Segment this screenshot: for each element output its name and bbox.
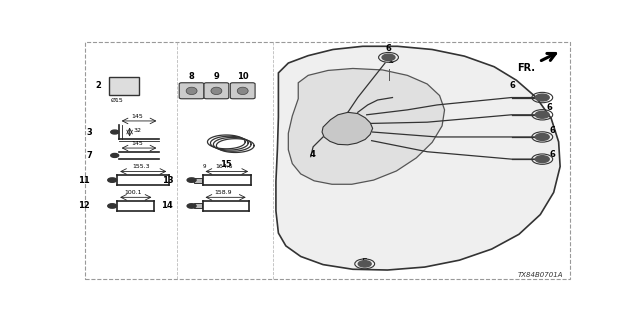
Text: 3: 3 bbox=[86, 128, 92, 137]
Text: 6: 6 bbox=[549, 125, 555, 135]
Circle shape bbox=[358, 261, 371, 267]
Circle shape bbox=[535, 94, 549, 101]
Text: 158.9: 158.9 bbox=[214, 190, 232, 195]
Ellipse shape bbox=[211, 87, 222, 95]
FancyBboxPatch shape bbox=[204, 83, 229, 99]
Circle shape bbox=[535, 156, 549, 163]
Circle shape bbox=[382, 54, 395, 60]
Text: 12: 12 bbox=[78, 202, 90, 211]
Circle shape bbox=[108, 178, 116, 182]
Text: 145: 145 bbox=[131, 114, 143, 119]
Bar bbox=[109, 76, 138, 95]
Text: 6: 6 bbox=[549, 150, 555, 159]
Text: 9: 9 bbox=[214, 72, 220, 81]
Circle shape bbox=[108, 204, 116, 208]
Text: 14: 14 bbox=[161, 202, 173, 211]
Text: 11: 11 bbox=[78, 176, 90, 185]
Bar bbox=[194, 204, 202, 208]
Circle shape bbox=[535, 111, 549, 118]
Text: 2: 2 bbox=[95, 81, 101, 90]
Text: FR.: FR. bbox=[517, 63, 535, 73]
Text: 145: 145 bbox=[131, 141, 143, 146]
Ellipse shape bbox=[186, 87, 197, 95]
Text: 13: 13 bbox=[162, 176, 173, 185]
Text: 164.5: 164.5 bbox=[216, 164, 233, 169]
Text: 15: 15 bbox=[220, 160, 232, 169]
Circle shape bbox=[111, 130, 118, 134]
Text: 9: 9 bbox=[202, 164, 206, 169]
Polygon shape bbox=[276, 46, 560, 270]
Bar bbox=[194, 178, 202, 182]
Text: 10: 10 bbox=[237, 72, 248, 81]
Text: 6: 6 bbox=[385, 44, 392, 53]
Polygon shape bbox=[288, 68, 445, 184]
Circle shape bbox=[535, 133, 549, 140]
Ellipse shape bbox=[237, 87, 248, 95]
Text: 4: 4 bbox=[309, 150, 315, 159]
Text: 6: 6 bbox=[509, 81, 515, 90]
Circle shape bbox=[187, 204, 196, 208]
Circle shape bbox=[111, 154, 118, 157]
Text: Ø15: Ø15 bbox=[111, 98, 124, 102]
Polygon shape bbox=[322, 112, 372, 145]
Text: 7: 7 bbox=[86, 151, 92, 160]
Text: 5: 5 bbox=[362, 258, 367, 267]
Circle shape bbox=[187, 178, 196, 182]
Text: 32: 32 bbox=[134, 128, 141, 133]
Text: 100.1: 100.1 bbox=[125, 190, 142, 195]
Text: TX84B0701A: TX84B0701A bbox=[518, 272, 564, 278]
FancyBboxPatch shape bbox=[230, 83, 255, 99]
FancyBboxPatch shape bbox=[179, 83, 204, 99]
Text: 155.3: 155.3 bbox=[132, 164, 150, 169]
Text: 6: 6 bbox=[547, 103, 552, 112]
Text: 1: 1 bbox=[387, 56, 393, 65]
Text: 8: 8 bbox=[189, 72, 195, 81]
